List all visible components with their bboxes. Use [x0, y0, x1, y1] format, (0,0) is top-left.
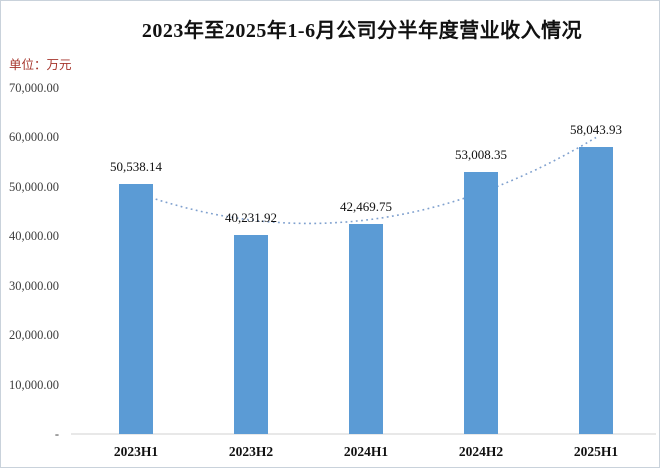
- x-axis-label: 2023H2: [228, 444, 274, 459]
- y-tick-label: 30,000.00: [9, 278, 59, 293]
- bar-value-label: 40,231.92: [225, 210, 277, 226]
- y-tick-label: 50,000.00: [9, 179, 59, 194]
- bar: [579, 147, 613, 434]
- y-tick-label: 70,000.00: [9, 81, 59, 95]
- unit-label: 单位：万元: [9, 58, 72, 72]
- x-axis-label: 2025H1: [573, 444, 619, 459]
- bar: [349, 224, 383, 434]
- bar-value-label: 50,538.14: [110, 159, 162, 175]
- x-axis-label: 2023H1: [113, 444, 159, 459]
- bar: [464, 171, 498, 434]
- y-tick-label: 10,000.00: [9, 377, 59, 392]
- bar-value-label: 58,043.93: [570, 122, 622, 138]
- bar-value-label: 42,469.75: [340, 199, 392, 215]
- y-tick-label: 20,000.00: [9, 328, 59, 343]
- y-tick-label: -: [54, 427, 59, 441]
- y-tick-label: 40,000.00: [9, 229, 59, 244]
- x-axis-label: 2024H1: [343, 444, 389, 459]
- chart-title: 2023年至2025年1-6月公司分半年度营业收入情况: [141, 20, 583, 42]
- x-axis-label: 2024H2: [458, 444, 504, 459]
- y-tick-label: 60,000.00: [9, 130, 59, 145]
- bar: [119, 184, 153, 434]
- bar: [234, 235, 268, 434]
- bar-value-label: 53,008.35: [455, 146, 507, 162]
